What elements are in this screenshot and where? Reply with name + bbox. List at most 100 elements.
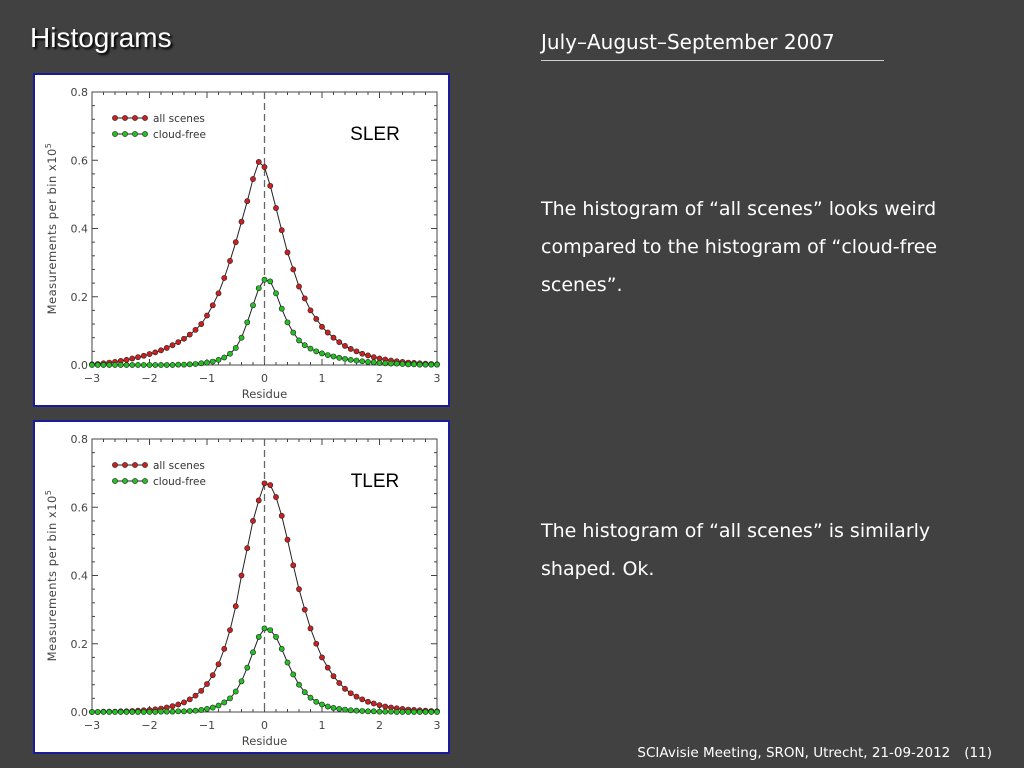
data-point [319, 350, 325, 357]
data-point [347, 707, 354, 714]
x-tick-label: 0 [261, 372, 268, 385]
data-point [273, 205, 279, 211]
data-point [146, 362, 153, 368]
data-point [365, 708, 371, 715]
data-point [353, 357, 360, 364]
legend-label: cloud-free [153, 476, 206, 488]
data-point [267, 182, 274, 189]
data-point [296, 681, 302, 688]
data-point [221, 645, 228, 652]
y-tick-label: 0.4 [71, 570, 89, 583]
data-point [181, 708, 187, 715]
data-point [158, 362, 164, 368]
data-point [382, 708, 389, 715]
legend-marker [112, 115, 118, 121]
data-point [140, 362, 147, 368]
data-point [244, 319, 251, 326]
data-point [416, 361, 423, 368]
data-point [244, 545, 251, 552]
page-number: (11) [964, 745, 992, 761]
data-point [112, 709, 118, 715]
data-point [152, 709, 159, 715]
slide-title: Histograms [30, 22, 172, 53]
data-point [192, 692, 199, 699]
data-point [324, 329, 331, 336]
data-point [117, 362, 124, 368]
chart-panel-sler: −3 −2 −1 0 1 2 3 0.0 0.2 0.4 0.6 0.8 Residue Measurem… [33, 73, 450, 407]
y-axis-label-text: Measurements per bin x10 [45, 148, 59, 314]
data-point [255, 285, 262, 292]
legend-marker [112, 131, 118, 137]
data-point [267, 482, 274, 488]
data-point [215, 661, 222, 668]
x-tick-label: 1 [319, 372, 326, 385]
y-tick-label: 0.8 [71, 86, 89, 99]
data-point [301, 689, 308, 696]
data-point [278, 645, 285, 652]
legend-label: all scenes [153, 113, 205, 125]
data-point [112, 362, 118, 368]
x-axis-label: Residue [242, 387, 287, 401]
note-sler: The histogram of “all scenes” looks weir… [541, 198, 938, 296]
data-point [376, 702, 383, 709]
data-point [198, 360, 205, 367]
legend-marker [122, 462, 128, 468]
y-tick-label: 0.4 [71, 223, 89, 236]
data-point [140, 352, 147, 359]
legend-marker [112, 462, 118, 468]
data-point [353, 693, 360, 700]
data-point [284, 249, 291, 256]
data-point [307, 345, 314, 352]
data-point [267, 627, 274, 633]
y-tick-label: 0.2 [71, 638, 89, 651]
legend-marker [132, 131, 138, 137]
x-tick-label: 3 [434, 719, 441, 732]
data-point [106, 709, 113, 715]
data-point [135, 362, 141, 368]
data-point [181, 699, 187, 706]
data-point [163, 345, 170, 351]
data-point [158, 347, 164, 354]
x-tick-label: 2 [376, 719, 383, 732]
data-point [146, 709, 153, 715]
data-point [301, 606, 308, 613]
data-point [89, 709, 95, 715]
data-point [319, 323, 325, 330]
y-axis-label: Measurements per bin x105 [44, 490, 59, 662]
data-point [204, 359, 210, 366]
legend-marker [132, 462, 138, 468]
data-point [89, 362, 95, 368]
data-point [209, 302, 216, 309]
data-point [175, 361, 182, 368]
x-tick-label: −2 [141, 372, 157, 385]
data-point [273, 290, 279, 297]
data-point [405, 361, 412, 368]
data-point [221, 699, 228, 706]
legend-marker [132, 115, 138, 121]
data-point [232, 688, 239, 695]
data-point [123, 362, 130, 368]
data-point [221, 275, 228, 281]
x-tick-label: −3 [84, 372, 100, 385]
data-point [273, 494, 279, 500]
data-point [232, 603, 239, 610]
data-point [100, 709, 107, 715]
data-point [411, 709, 417, 715]
y-axis-label-exponent: 5 [44, 490, 53, 496]
data-point [163, 708, 170, 715]
data-point [428, 361, 435, 368]
data-point [370, 700, 377, 707]
data-point [324, 664, 331, 671]
data-point [319, 701, 325, 708]
data-point [227, 258, 233, 264]
data-point [192, 326, 199, 333]
data-point [198, 707, 205, 713]
data-point [215, 356, 222, 363]
data-point [106, 362, 113, 368]
data-point [204, 312, 210, 319]
data-point [123, 709, 130, 715]
data-point [278, 227, 285, 234]
data-point [359, 358, 366, 365]
data-point [94, 362, 101, 368]
y-tick-label: 0.2 [71, 291, 89, 304]
